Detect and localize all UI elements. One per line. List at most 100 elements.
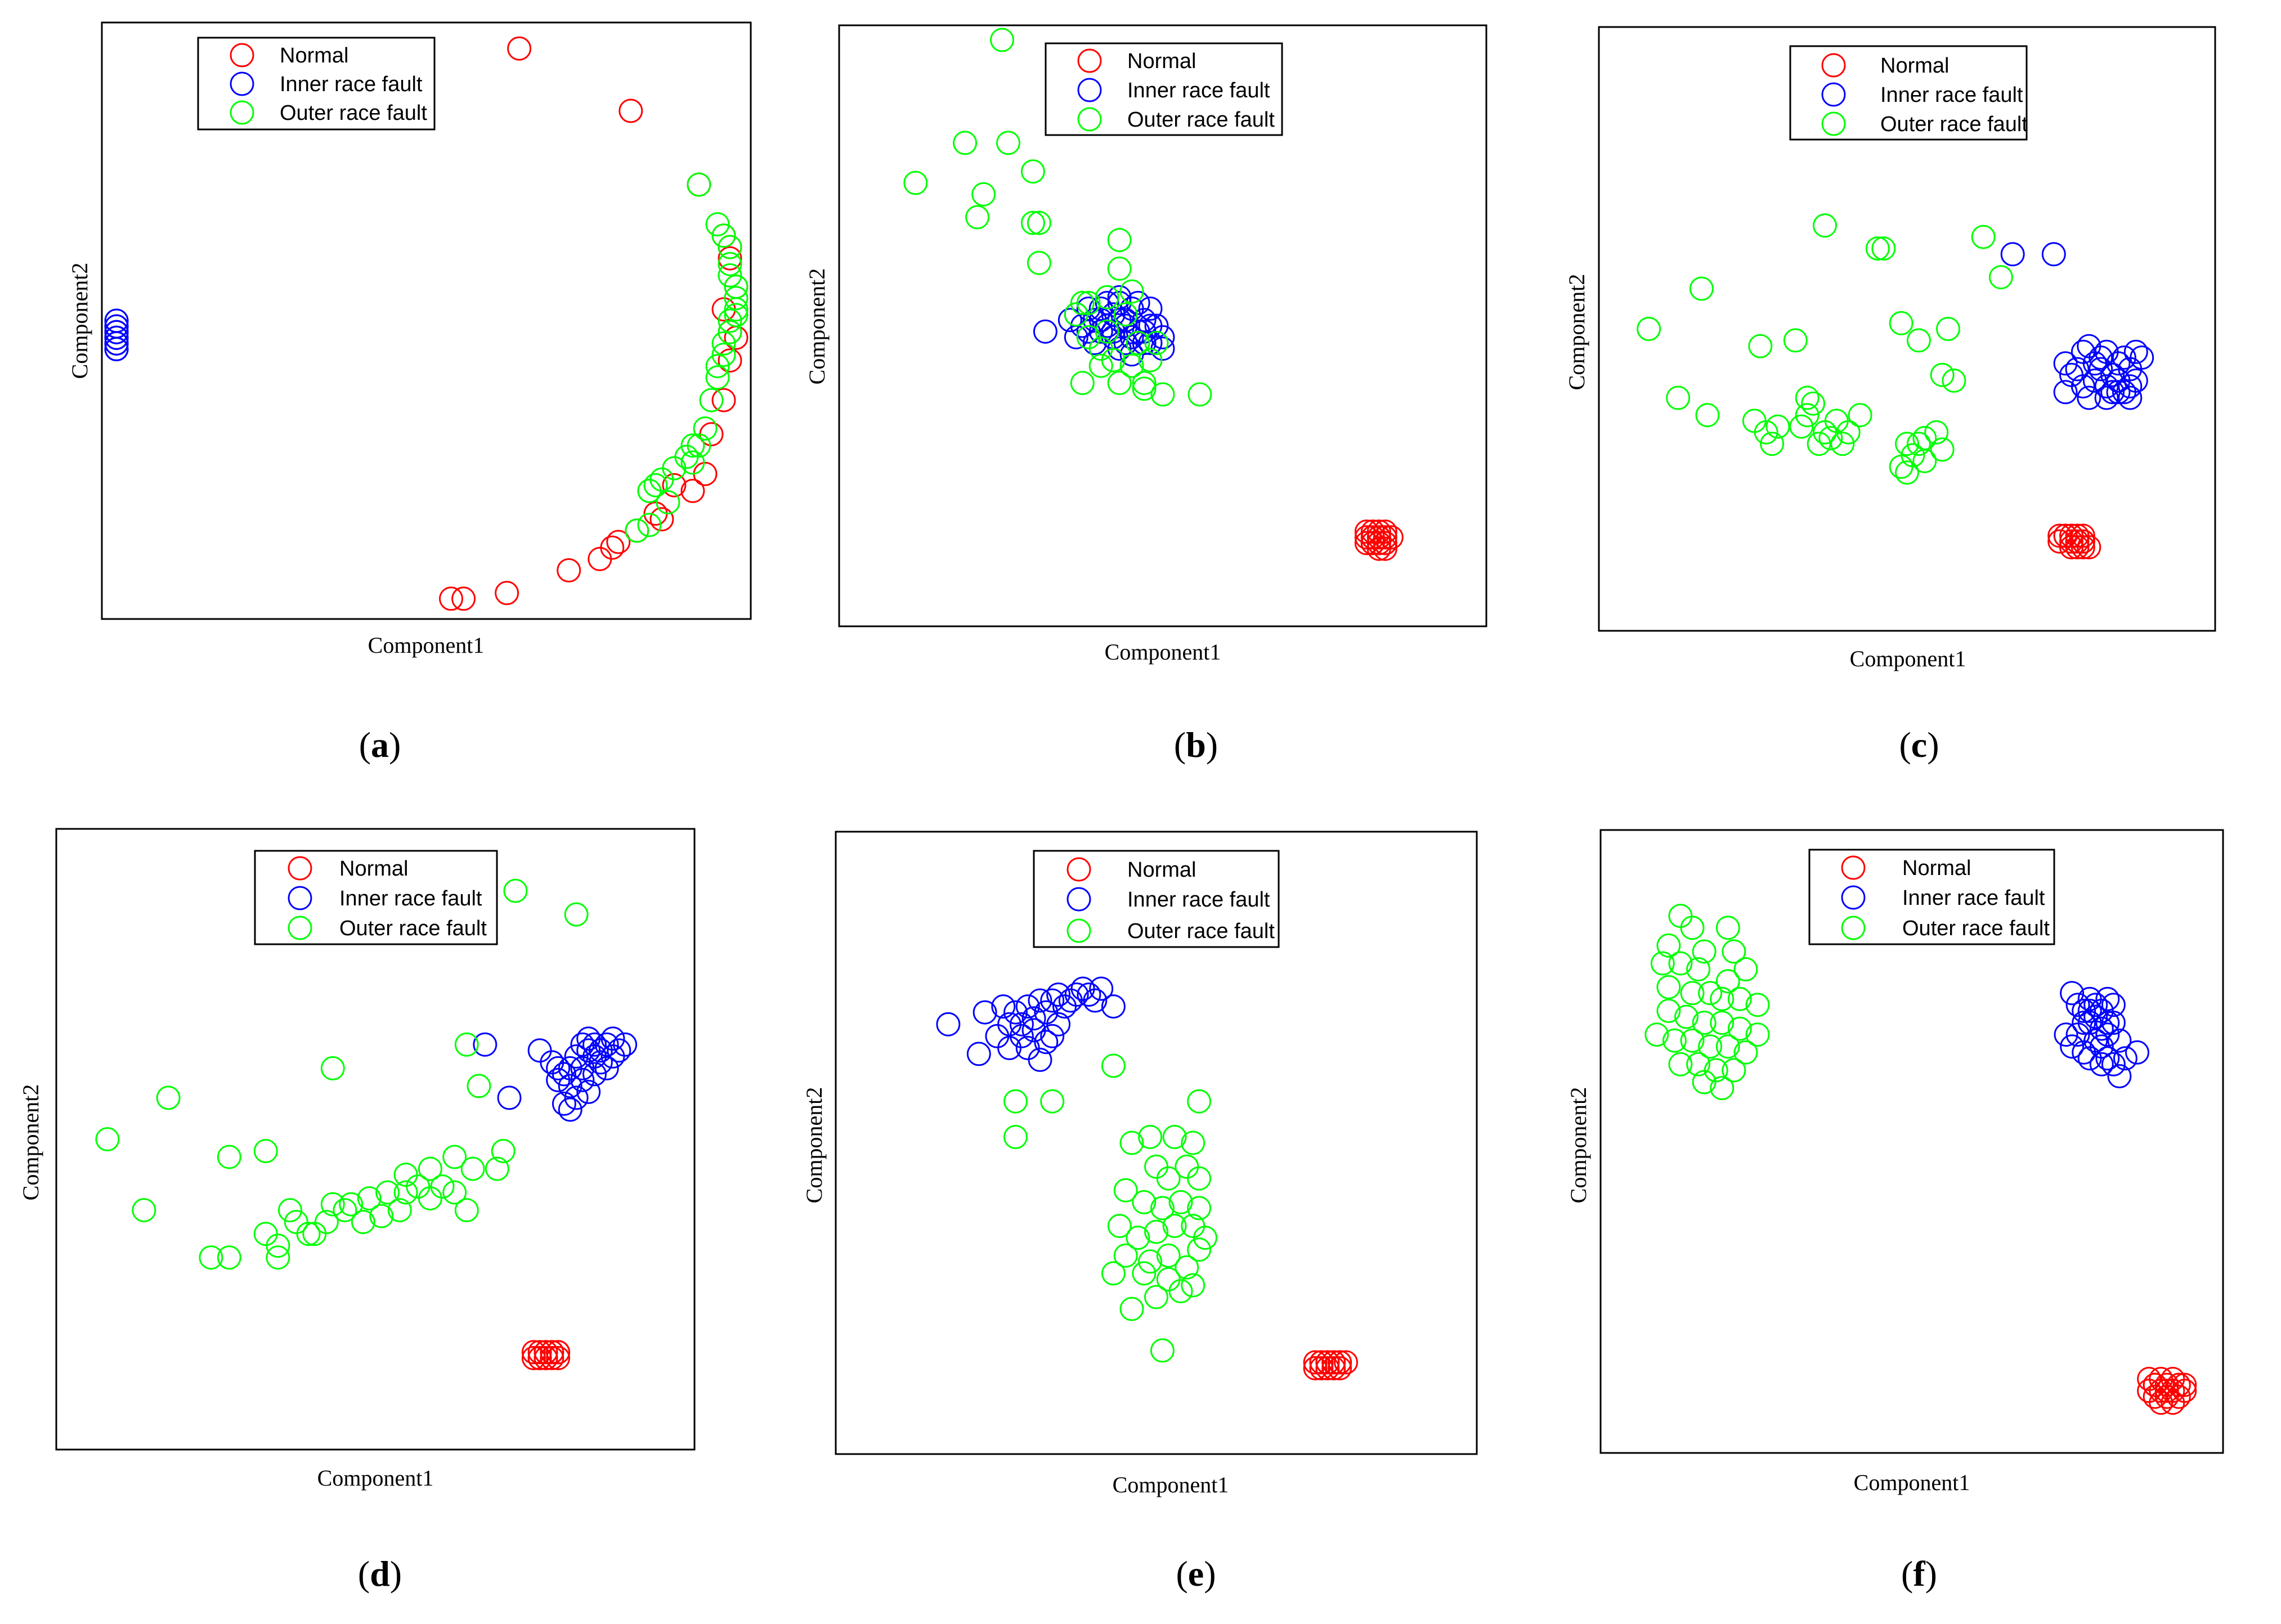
inner-race-fault-point bbox=[1077, 983, 1101, 1007]
normal-point bbox=[2143, 1372, 2167, 1397]
inner-race-fault-point bbox=[966, 1042, 991, 1066]
outer-race-fault-point bbox=[393, 1180, 418, 1205]
normal-point bbox=[649, 507, 674, 532]
legend-label-outer: Outer race fault bbox=[1902, 917, 2050, 940]
panel-caption: (e) bbox=[1176, 1554, 1216, 1594]
inner-race-fault-point bbox=[2054, 1022, 2078, 1047]
inner-race-fault-point bbox=[2060, 1034, 2085, 1059]
outer-race-fault-point bbox=[1733, 957, 1758, 981]
inner-race-fault-point bbox=[2082, 368, 2107, 393]
normal-point bbox=[680, 478, 705, 503]
outer-race-fault-point bbox=[699, 388, 724, 412]
legend: Normal Inner race fault Outer race fault bbox=[254, 850, 498, 945]
inner-race-fault-point bbox=[558, 1074, 582, 1098]
normal-point bbox=[534, 1340, 558, 1365]
outer-race-fault-point bbox=[1895, 432, 1919, 456]
outer-race-fault-point bbox=[1795, 385, 1820, 410]
inner-race-fault-point bbox=[570, 1056, 595, 1080]
inner-race-fault-point bbox=[2100, 380, 2125, 405]
inner-race-fault-point bbox=[1101, 994, 1126, 1019]
outer-race-fault-point bbox=[1674, 1004, 1699, 1029]
normal-point bbox=[507, 36, 532, 61]
inner-race-fault-point bbox=[2065, 357, 2090, 382]
inner-race-fault-point bbox=[2101, 1052, 2126, 1076]
legend-label-outer: Outer race fault bbox=[1127, 108, 1275, 132]
outer-race-fault-point bbox=[1181, 1130, 1206, 1155]
outer-race-fault-point bbox=[1107, 228, 1132, 253]
inner-race-fault-point bbox=[1064, 983, 1089, 1007]
caption-letter: f bbox=[1913, 1554, 1925, 1594]
outer-race-fault-point bbox=[1848, 403, 1872, 428]
panel-a: Normal Inner race fault Outer race fault… bbox=[67, 21, 752, 765]
legend-label-inner: Inner race fault bbox=[280, 73, 423, 96]
normal-point bbox=[2143, 1384, 2167, 1409]
inner-race-fault-point bbox=[2072, 1040, 2096, 1065]
outer-race-fault-point bbox=[1710, 1076, 1735, 1101]
normal-point bbox=[1303, 1350, 1328, 1375]
normal-point bbox=[1321, 1356, 1346, 1380]
outer-race-fault-point bbox=[971, 182, 996, 207]
legend-label-inner: Inner race fault bbox=[1127, 888, 1270, 912]
outer-race-fault-point bbox=[649, 467, 674, 492]
inner-race-fault-point bbox=[1138, 297, 1163, 321]
outer-race-fault-point bbox=[1107, 1214, 1132, 1239]
legend-marker-inner bbox=[1066, 887, 1091, 912]
normal-point bbox=[2053, 523, 2078, 548]
inner-race-fault-point bbox=[2077, 998, 2102, 1023]
normal-point bbox=[2149, 1390, 2174, 1415]
legend-label-normal: Normal bbox=[280, 44, 348, 68]
outer-race-fault-point bbox=[418, 1186, 442, 1211]
outer-race-fault-point bbox=[430, 1174, 455, 1199]
outer-race-fault-point bbox=[1003, 1125, 1028, 1149]
panel-caption: (a) bbox=[359, 725, 401, 765]
outer-race-fault-point bbox=[1113, 302, 1138, 327]
outer-race-fault-point bbox=[1930, 362, 1955, 387]
inner-race-fault-point bbox=[2118, 385, 2143, 410]
outer-race-fault-point bbox=[1162, 1125, 1187, 1149]
outer-race-fault-point bbox=[485, 1156, 509, 1181]
legend-marker-outer bbox=[288, 916, 312, 940]
outer-race-fault-point bbox=[278, 1198, 302, 1223]
inner-race-fault-point bbox=[564, 1044, 589, 1069]
outer-race-fault-point bbox=[1168, 1279, 1193, 1303]
inner-race-fault-point bbox=[594, 1056, 619, 1080]
legend-label-inner: Inner race fault bbox=[1127, 79, 1270, 102]
outer-race-fault-point bbox=[1745, 993, 1770, 1017]
inner-race-fault-point bbox=[1015, 994, 1040, 1019]
inner-race-fault-point bbox=[1033, 319, 1057, 344]
plot-frame bbox=[101, 21, 752, 620]
inner-race-fault-point bbox=[570, 1067, 595, 1092]
normal-point bbox=[1315, 1350, 1340, 1375]
normal-point bbox=[1328, 1356, 1352, 1380]
outer-race-fault-point bbox=[718, 320, 742, 344]
normal-point bbox=[521, 1340, 546, 1365]
normal-point bbox=[1360, 525, 1385, 550]
outer-race-fault-point bbox=[1193, 1226, 1217, 1250]
legend-marker-normal bbox=[230, 43, 254, 68]
normal-point bbox=[1373, 531, 1397, 555]
y-axis-label: Component2 bbox=[67, 263, 92, 379]
outer-race-fault-point bbox=[369, 1204, 394, 1228]
normal-point bbox=[711, 388, 736, 412]
outer-race-fault-point bbox=[1668, 1052, 1693, 1076]
inner-race-fault-point bbox=[1113, 313, 1138, 338]
inner-race-fault-point bbox=[2094, 385, 2119, 410]
legend-box bbox=[1045, 42, 1283, 136]
outer-race-fault-point bbox=[393, 1163, 418, 1187]
inner-race-fault-point bbox=[1089, 976, 1114, 1001]
inner-race-fault-point bbox=[2118, 374, 2143, 399]
outer-race-fault-point bbox=[1745, 1022, 1770, 1047]
caption-letter: b bbox=[1186, 725, 1206, 765]
plot-frame bbox=[838, 24, 1487, 627]
normal-point bbox=[588, 546, 612, 571]
inner-race-fault-point bbox=[1003, 1000, 1028, 1025]
normal-point bbox=[2065, 523, 2090, 548]
outer-race-fault-point bbox=[1144, 1219, 1168, 1244]
outer-race-fault-point bbox=[1656, 975, 1681, 999]
inner-race-fault-point bbox=[2089, 1034, 2114, 1059]
outer-race-fault-point bbox=[1760, 432, 1785, 456]
legend-label-inner: Inner race fault bbox=[339, 887, 482, 910]
outer-race-fault-point bbox=[1656, 998, 1681, 1023]
outer-race-fault-point bbox=[1113, 1243, 1138, 1268]
outer-race-fault-point bbox=[1722, 939, 1746, 964]
